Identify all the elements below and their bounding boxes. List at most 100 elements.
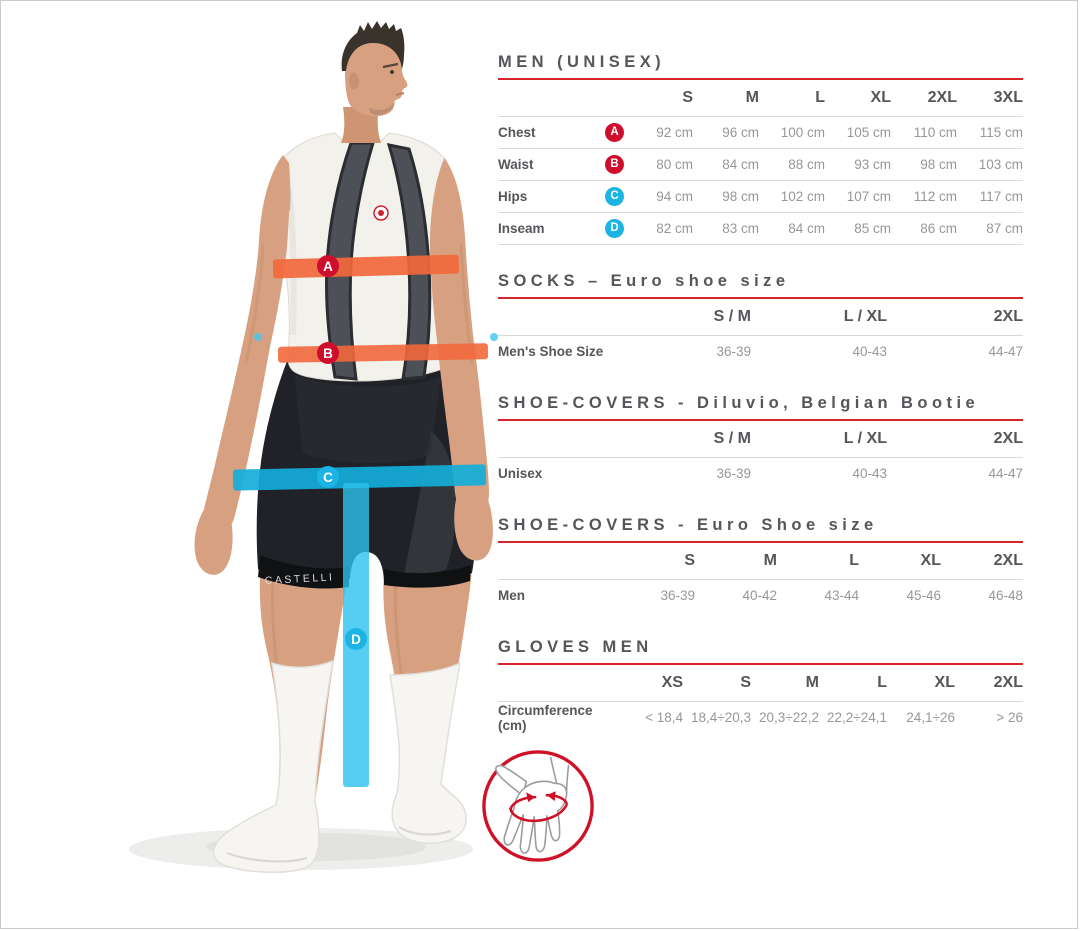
badge-a-letter: A: [323, 259, 333, 274]
cell-value: 80 cm: [627, 148, 693, 181]
cell-value: 20,3÷22,2: [759, 710, 819, 725]
cell-value: 45-46: [906, 588, 941, 603]
cell-value: 96 cm: [693, 116, 759, 149]
cell-value: 98 cm: [891, 148, 957, 181]
cell-value: 36-39: [716, 466, 751, 481]
size-column-header: M: [695, 543, 777, 580]
cell-value: 115 cm: [957, 116, 1023, 149]
size-column-header: S / M: [615, 421, 751, 458]
cell-value: 44-47: [988, 466, 1023, 481]
cell-value: 103 cm: [957, 148, 1023, 181]
table-row: Inseam D 82 cm 83 cm 84 cm 85 cm 86 cm 87 cm: [498, 212, 1023, 245]
table-row: Waist B 80 cm 84 cm 88 cm 93 cm 98 cm 103 cm: [498, 148, 1023, 181]
cell-value: 84 cm: [693, 148, 759, 181]
badge-b: [317, 342, 339, 364]
size-column-header: M: [693, 80, 759, 117]
table-title: SHOE-COVERS - Diluvio, Belgian Bootie: [498, 394, 980, 412]
row-label: Waist: [498, 148, 593, 181]
row-label: Circumference (cm): [498, 702, 593, 733]
cell-value: 102 cm: [759, 180, 825, 213]
table-title: MEN (UNISEX): [498, 53, 666, 71]
cell-value: 24,1÷26: [906, 710, 955, 725]
measure-badge: B: [605, 155, 624, 174]
waist-dot-left: [254, 333, 262, 341]
header-row: XS S M L XL 2XL: [498, 665, 1023, 702]
size-column-header: XS: [615, 665, 683, 702]
header-row: S M L XL 2XL: [498, 543, 1023, 580]
cell-value: 93 cm: [825, 148, 891, 181]
title-rule: [498, 78, 1023, 80]
size-table-block: GLOVES MEN XS S M L XL 2XL Circumference (cm) < …: [498, 638, 1023, 733]
badge-b-letter: B: [323, 346, 333, 361]
cell-value: 88 cm: [759, 148, 825, 181]
size-column-header: S / M: [615, 299, 751, 336]
size-column-header: L: [759, 80, 825, 117]
cell-value: 43-44: [824, 588, 859, 603]
size-column-header: 2XL: [887, 421, 1023, 458]
size-table-block: SHOE-COVERS - Euro Shoe size S M L XL 2XL Men 3…: [498, 516, 1023, 611]
row-label: Inseam: [498, 212, 593, 245]
size-table: XS S M L XL 2XL Circumference (cm) < 18,4 18,4÷2…: [498, 665, 1023, 733]
table-row: Hips C 94 cm 98 cm 102 cm 107 cm 112 cm 117 cm: [498, 180, 1023, 213]
cell-value: 40-43: [852, 466, 887, 481]
head: [341, 21, 408, 143]
cell-value: 44-47: [988, 344, 1023, 359]
cell-value: < 18,4: [645, 710, 683, 725]
badge-d-letter: D: [351, 632, 361, 647]
size-column-header: XL: [887, 665, 955, 702]
size-column-header: 2XL: [891, 80, 957, 117]
castelli-logo: [373, 205, 389, 221]
table-title: SHOE-COVERS - Euro Shoe size: [498, 516, 878, 534]
cell-value: 36-39: [660, 588, 695, 603]
cell-value: 86 cm: [891, 212, 957, 245]
badge-d: [345, 628, 367, 650]
size-column-header: 2XL: [941, 543, 1023, 580]
table-title: GLOVES MEN: [498, 638, 653, 656]
title-rule: [498, 297, 1023, 299]
fit-model-figure: CASTELLI: [51, 15, 551, 875]
table-row: Circumference (cm) < 18,4 18,4÷20,3 20,3÷22…: [498, 702, 1023, 734]
cell-value: 107 cm: [825, 180, 891, 213]
cell-value: 117 cm: [957, 180, 1023, 213]
glove-measurement-icon: [480, 745, 598, 867]
cell-value: 18,4÷20,3: [691, 710, 751, 725]
size-table: S M L XL 2XL Men 36-39 40-42 43-44 45-46 46-48: [498, 543, 1023, 611]
row-label: Men: [498, 588, 525, 603]
measure-badge: A: [605, 123, 624, 142]
cell-value: 112 cm: [891, 180, 957, 213]
socks: [212, 659, 467, 874]
size-column-header: L / XL: [751, 299, 887, 336]
header-row: S M L XL 2XL 3XL: [498, 80, 1023, 117]
size-column-header: S: [613, 543, 695, 580]
size-column-header: XL: [859, 543, 941, 580]
hand-outline: [495, 757, 570, 854]
cell-value: > 26: [996, 710, 1023, 725]
cell-value: 40-43: [852, 344, 887, 359]
measure-badge: C: [605, 187, 624, 206]
size-column-header: XL: [825, 80, 891, 117]
size-column-header: 2XL: [955, 665, 1023, 702]
cell-value: 87 cm: [957, 212, 1023, 245]
size-column-header: S: [683, 665, 751, 702]
waist-dot-right: [490, 333, 498, 341]
icon-circle: [482, 750, 594, 862]
table-row: Men's Shoe Size 36-39 40-43 44-47: [498, 336, 1023, 368]
cell-value: 46-48: [988, 588, 1023, 603]
cell-value: 83 cm: [693, 212, 759, 245]
size-column-header: L: [777, 543, 859, 580]
size-column-header: S: [627, 80, 693, 117]
row-label: Men's Shoe Size: [498, 344, 604, 359]
size-table-block: SHOE-COVERS - Diluvio, Belgian Bootie S /…: [498, 394, 1023, 489]
model-illustration: CASTELLI: [129, 21, 498, 874]
arms: [194, 155, 493, 575]
size-column-header: M: [751, 665, 819, 702]
table-row: Men 36-39 40-42 43-44 45-46 46-48: [498, 580, 1023, 612]
size-table-block: MEN (UNISEX) S M L XL 2XL 3XL Chest A 92 cm 96 cm 1…: [498, 53, 1023, 245]
cell-value: 94 cm: [627, 180, 693, 213]
badge-c-letter: C: [323, 470, 333, 485]
